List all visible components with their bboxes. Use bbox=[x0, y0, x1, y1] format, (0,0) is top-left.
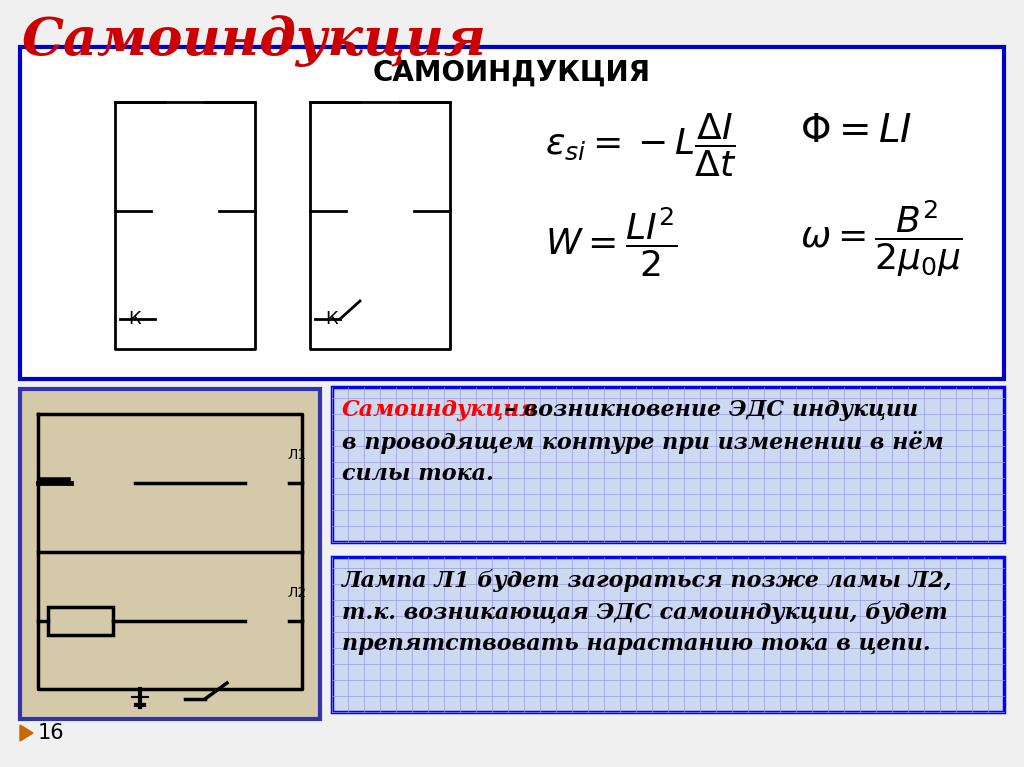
Text: Лампа Л1 будет загораться позже ламы Л2,: Лампа Л1 будет загораться позже ламы Л2, bbox=[342, 569, 952, 592]
Text: силы тока.: силы тока. bbox=[342, 463, 494, 485]
Text: К: К bbox=[129, 310, 141, 328]
Text: САМОИНДУКЦИЯ: САМОИНДУКЦИЯ bbox=[373, 59, 651, 87]
Text: Самоиндукция: Самоиндукция bbox=[342, 399, 538, 421]
Bar bbox=[332, 387, 1004, 542]
Polygon shape bbox=[20, 725, 33, 741]
Text: К: К bbox=[326, 310, 338, 328]
Bar bbox=[332, 557, 1004, 712]
Bar bbox=[48, 607, 113, 635]
Text: $\varepsilon_{si}=-L\dfrac{\Delta I}{\Delta t}$: $\varepsilon_{si}=-L\dfrac{\Delta I}{\De… bbox=[545, 112, 736, 179]
Text: $\Phi = LI$: $\Phi = LI$ bbox=[800, 112, 912, 150]
Text: препятствовать нарастанию тока в цепи.: препятствовать нарастанию тока в цепи. bbox=[342, 633, 931, 655]
Text: Л1: Л1 bbox=[287, 448, 306, 462]
Text: $W=\dfrac{LI^{2}}{2}$: $W=\dfrac{LI^{2}}{2}$ bbox=[545, 206, 678, 279]
Text: 16: 16 bbox=[38, 723, 65, 743]
Text: Самоиндукция: Самоиндукция bbox=[22, 15, 486, 67]
Text: в проводящем контуре при изменении в нём: в проводящем контуре при изменении в нём bbox=[342, 431, 944, 454]
Bar bbox=[20, 389, 319, 719]
Text: т.к. возникающая ЭДС самоиндукции, будет: т.к. возникающая ЭДС самоиндукции, будет bbox=[342, 601, 948, 624]
Text: Л2: Л2 bbox=[287, 586, 306, 600]
Bar bbox=[20, 47, 1004, 379]
Text: – возникновение ЭДС индукции: – возникновение ЭДС индукции bbox=[497, 399, 919, 421]
Text: $\omega =\dfrac{B^{2}}{2\mu_{0}\mu}$: $\omega =\dfrac{B^{2}}{2\mu_{0}\mu}$ bbox=[800, 199, 963, 279]
